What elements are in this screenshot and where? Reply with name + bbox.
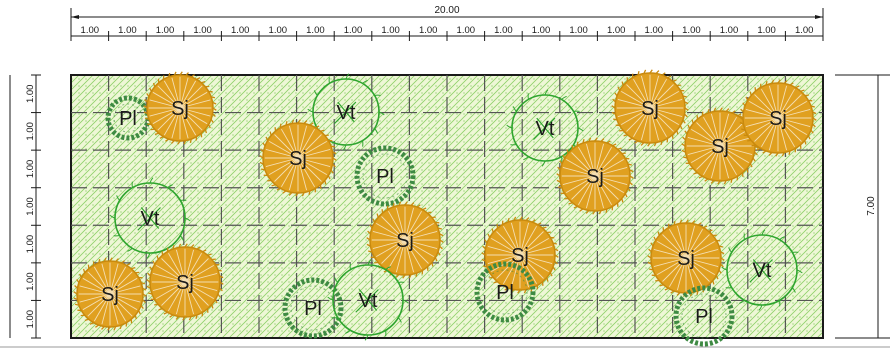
top-segment-label: 1.00 xyxy=(494,25,513,36)
plant-symbols: Pl Sj Vt Sj Pl Vt Sj Sj Sj Sj Vt Sj Sj Sj Sj Pl Vt Pl Sj Vt… xyxy=(73,69,817,347)
plant-pl-symbol: Pl xyxy=(673,285,735,347)
left-segment-label: 1.00 xyxy=(25,85,36,104)
top-segment-label: 1.00 xyxy=(231,25,250,36)
top-segment-label: 1.00 xyxy=(757,25,776,36)
plant-vt-symbol: Vt xyxy=(506,89,584,167)
top-segment-label: 1.00 xyxy=(381,25,400,36)
plant-label: Sj xyxy=(711,136,729,158)
top-segment-label: 1.00 xyxy=(269,25,288,36)
left-dimension: 1.00 1.00 1.00 1.00 1.00 1.00 1.00 xyxy=(9,74,41,339)
plant-label: Vt xyxy=(753,260,772,282)
left-segment-ticks: 1.00 1.00 1.00 1.00 1.00 1.00 1.00 xyxy=(25,74,41,339)
top-segment-ticks: 1.00 1.00 1.00 1.00 1.00 1.00 1.00 1.00 1.00 1.00… xyxy=(70,25,824,41)
plant-label: Sj xyxy=(176,272,194,294)
plant-vt-symbol: Vt xyxy=(721,229,803,311)
top-segment-label: 1.00 xyxy=(344,25,363,36)
plant-label: Sj xyxy=(289,148,307,170)
plant-sj-symbol: Sj xyxy=(73,257,147,331)
total-height-label: 7.00 xyxy=(866,196,877,216)
plant-label: Pl xyxy=(119,108,137,130)
plant-sj-symbol: Sj xyxy=(143,71,217,145)
plant-sj-symbol: Sj xyxy=(146,243,224,321)
plant-sj-symbol: Sj xyxy=(556,137,634,215)
top-segment-label: 1.00 xyxy=(306,25,325,36)
left-segment-label: 1.00 xyxy=(25,272,36,291)
top-segment-label: 1.00 xyxy=(720,25,739,36)
plant-label: Vt xyxy=(359,290,378,312)
plant-pl-symbol: Pl xyxy=(282,277,344,339)
top-dimension: 20.00 1.00 1.00 1.00 1.00 1.00 1.00 1.00 1.00 1.… xyxy=(70,5,824,41)
plant-sj-symbol: Sj xyxy=(611,69,689,147)
plant-label: Vt xyxy=(536,118,555,140)
plant-label: Sj xyxy=(586,166,604,188)
left-segment-label: 1.00 xyxy=(25,122,36,141)
plant-sj-symbol: Sj xyxy=(739,79,817,157)
top-segment-label: 1.00 xyxy=(457,25,476,36)
plant-sj-symbol: Sj xyxy=(366,201,444,279)
plant-vt-symbol: Vt xyxy=(109,177,191,259)
plant-label: Pl xyxy=(376,166,394,188)
plant-pl-symbol: Pl xyxy=(474,261,536,323)
plant-vt-symbol: Vt xyxy=(327,259,409,341)
total-width-label: 20.00 xyxy=(434,5,459,16)
top-segment-label: 1.00 xyxy=(419,25,438,36)
plant-sj-symbol: Sj xyxy=(259,119,337,197)
top-segment-label: 1.00 xyxy=(645,25,664,36)
plant-label: Sj xyxy=(641,98,659,120)
plant-vt-symbol: Vt xyxy=(307,73,385,151)
plant-label: Sj xyxy=(511,245,529,267)
top-segment-label: 1.00 xyxy=(532,25,551,36)
left-segment-label: 1.00 xyxy=(25,310,36,329)
left-segment-label: 1.00 xyxy=(25,197,36,216)
plant-label: Vt xyxy=(337,102,356,124)
plant-label: Pl xyxy=(695,306,713,328)
top-segment-label: 1.00 xyxy=(193,25,212,36)
plant-label: Sj xyxy=(769,108,787,130)
top-segment-label: 1.00 xyxy=(569,25,588,36)
plant-sj-symbol: Sj xyxy=(647,219,725,297)
plant-sj-symbol: Sj xyxy=(681,107,759,185)
plant-label: Sj xyxy=(171,98,189,120)
plant-label: Pl xyxy=(496,282,514,304)
plant-label: Pl xyxy=(304,298,322,320)
left-segment-label: 1.00 xyxy=(25,160,36,179)
top-segment-label: 1.00 xyxy=(118,25,137,36)
plant-label: Sj xyxy=(101,284,119,306)
top-segment-label: 1.00 xyxy=(682,25,701,36)
top-segment-label: 1.00 xyxy=(795,25,814,36)
right-dimension: 7.00 xyxy=(835,74,890,339)
plant-label: Vt xyxy=(141,208,160,230)
top-segment-label: 1.00 xyxy=(156,25,175,36)
top-segment-label: 1.00 xyxy=(81,25,100,36)
plant-label: Sj xyxy=(396,230,414,252)
top-segment-label: 1.00 xyxy=(607,25,626,36)
left-segment-label: 1.00 xyxy=(25,235,36,254)
plant-label: Sj xyxy=(677,248,695,270)
plant-pl-symbol: Pl xyxy=(354,145,416,207)
